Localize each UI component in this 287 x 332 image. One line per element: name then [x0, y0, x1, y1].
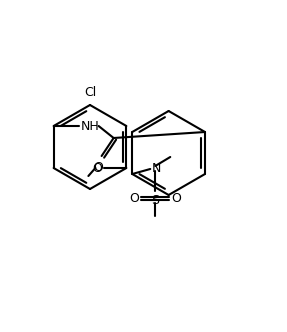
Text: N: N [151, 161, 161, 175]
Text: Cl: Cl [84, 86, 96, 99]
Text: O: O [94, 161, 104, 174]
Text: O: O [129, 192, 139, 205]
Text: NH: NH [81, 120, 99, 132]
Text: O: O [92, 161, 102, 175]
Text: S: S [151, 194, 159, 207]
Text: O: O [171, 192, 181, 205]
